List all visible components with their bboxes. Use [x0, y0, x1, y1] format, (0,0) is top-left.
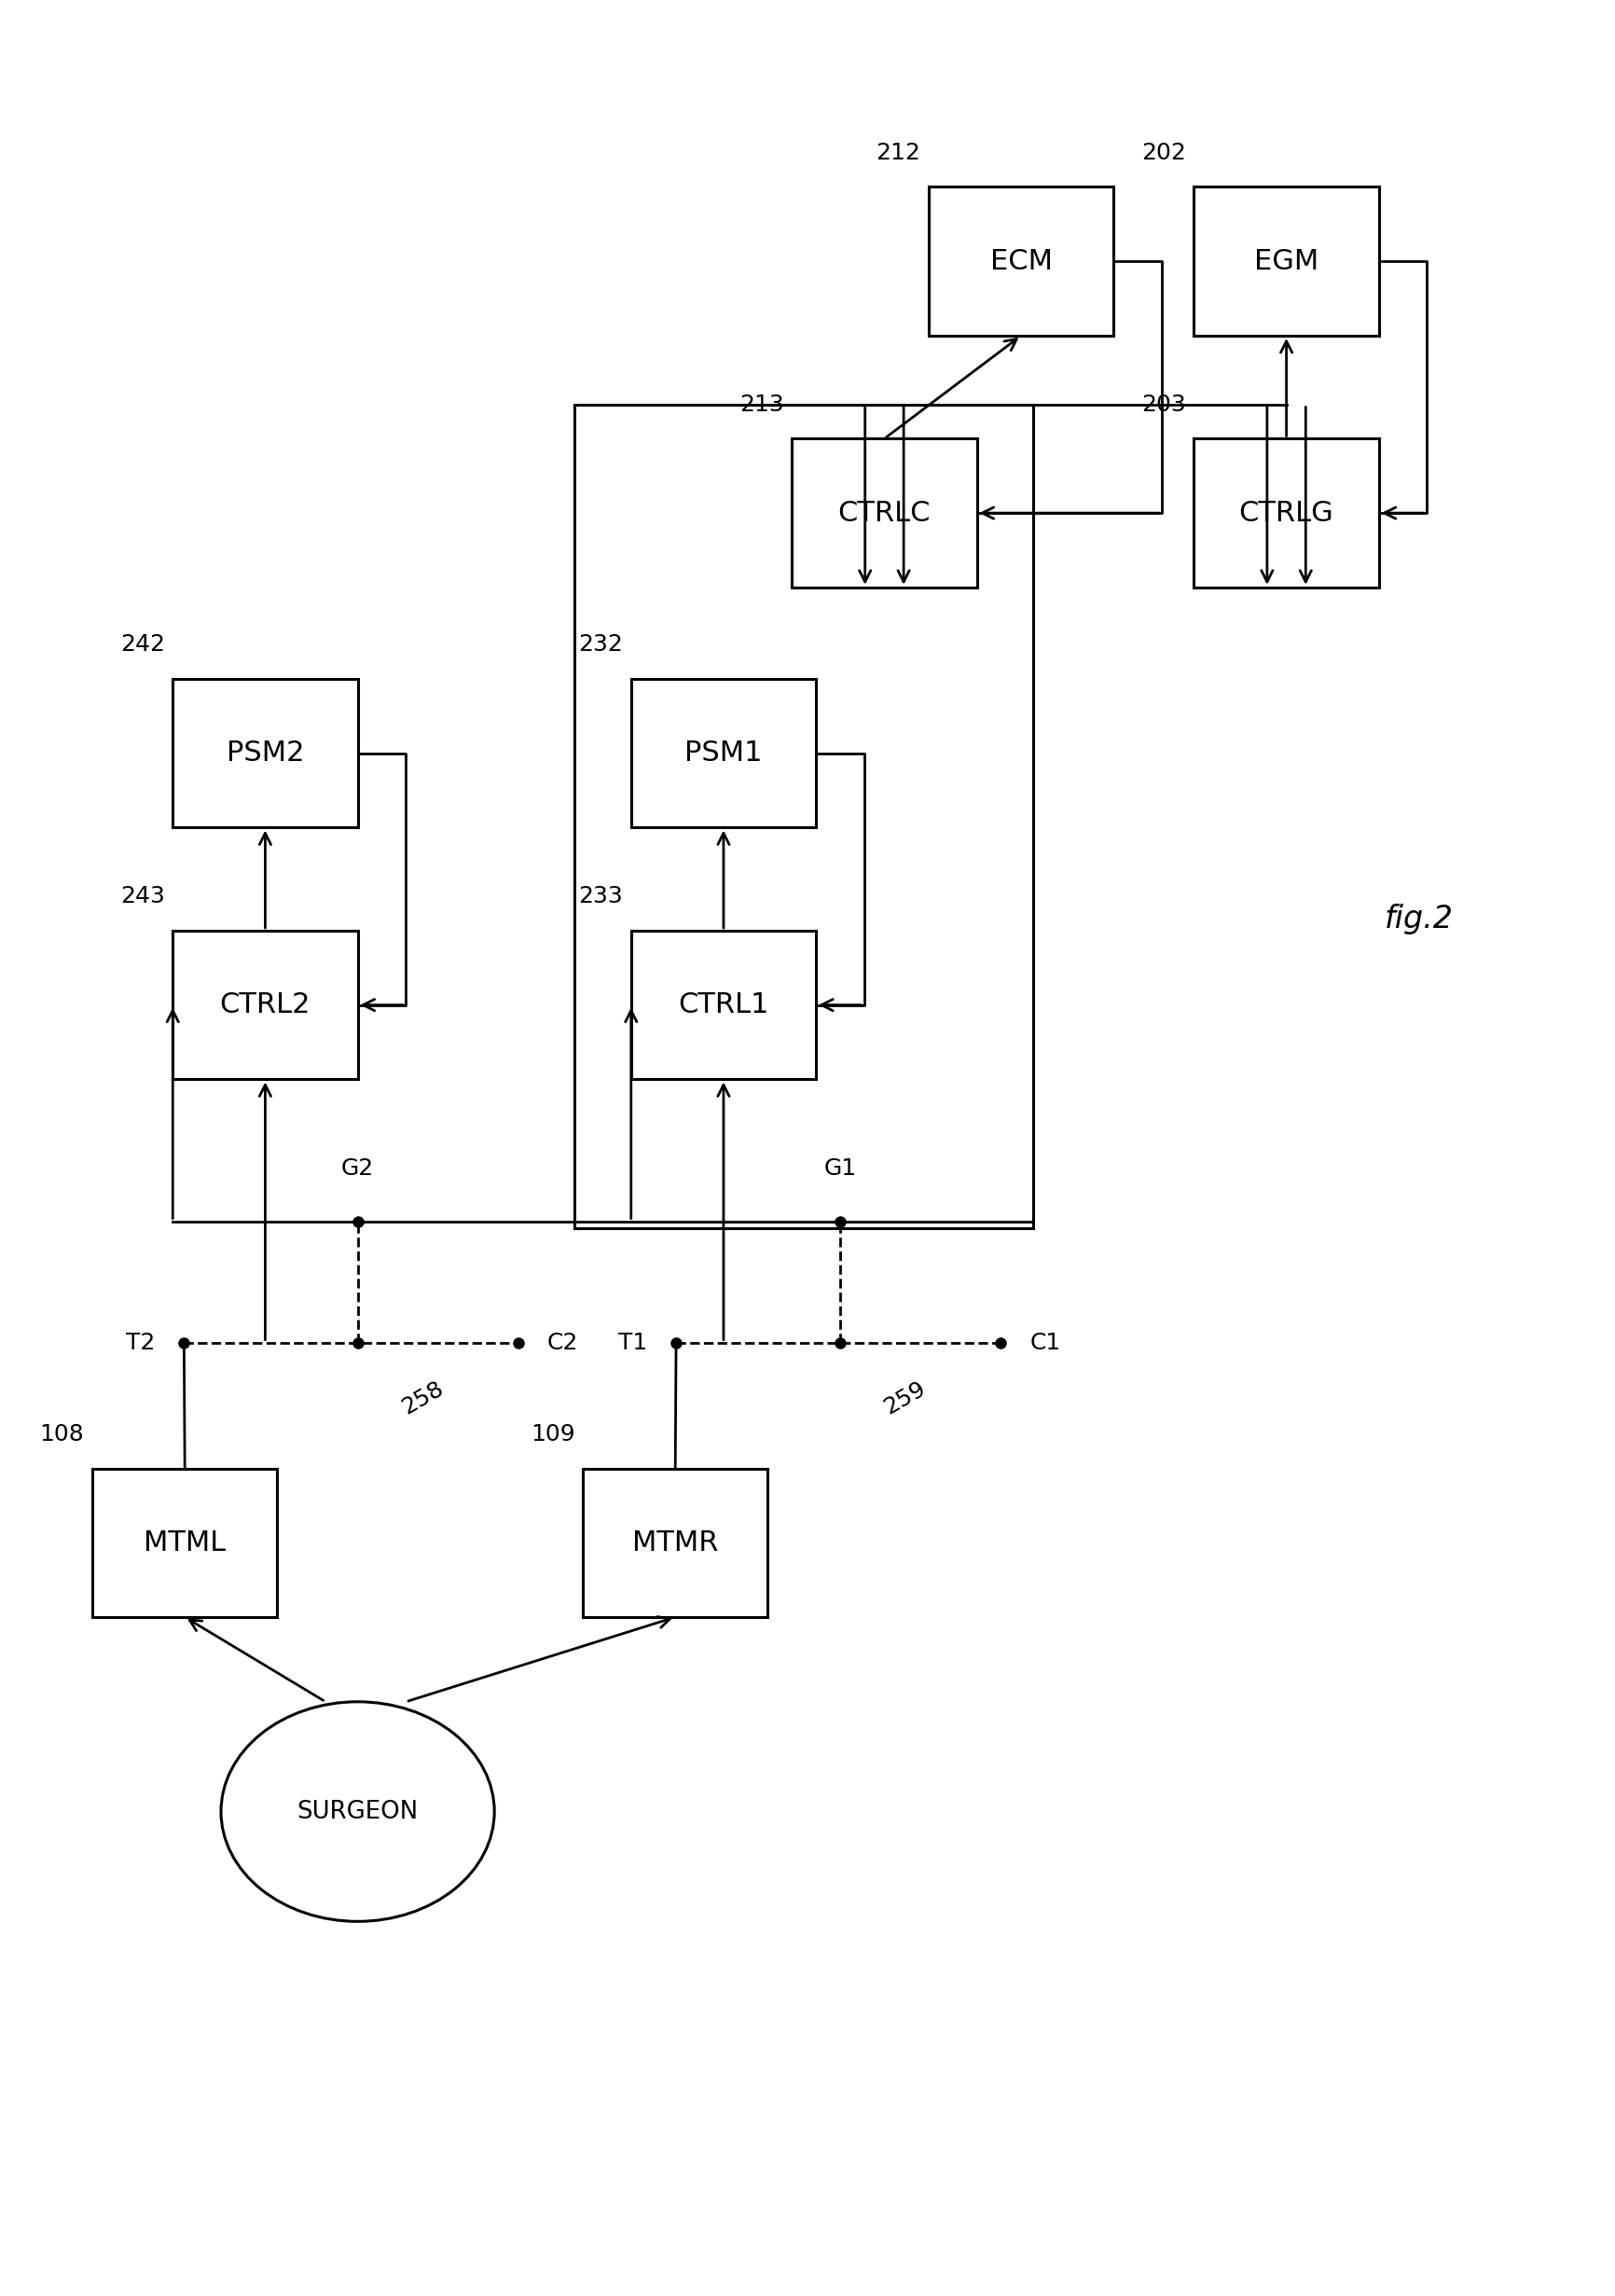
Text: G2: G2 [341, 1157, 375, 1180]
Text: G1: G1 [824, 1157, 856, 1180]
Text: C2: C2 [547, 1332, 578, 1355]
Text: CTRLC: CTRLC [838, 501, 930, 526]
Text: EGM: EGM [1253, 248, 1318, 276]
Text: 242: 242 [120, 634, 165, 657]
Bar [583, 1469, 767, 1616]
Text: C1: C1 [1029, 1332, 1061, 1355]
Text: T1: T1 [617, 1332, 646, 1355]
Text: CTRL1: CTRL1 [678, 992, 769, 1019]
Text: 203: 203 [1140, 393, 1185, 416]
Text: 258: 258 [397, 1378, 447, 1419]
Ellipse shape [221, 1701, 494, 1922]
Text: 202: 202 [1140, 142, 1185, 163]
Text: 108: 108 [40, 1424, 84, 1446]
Bar [1193, 186, 1378, 335]
Text: T2: T2 [126, 1332, 155, 1355]
Bar [631, 930, 816, 1079]
Text: 109: 109 [530, 1424, 575, 1446]
Text: 243: 243 [120, 886, 165, 907]
Text: MTML: MTML [144, 1529, 226, 1557]
Text: SURGEON: SURGEON [297, 1800, 418, 1823]
Bar [173, 930, 357, 1079]
Text: 213: 213 [740, 393, 783, 416]
Text: 259: 259 [880, 1378, 930, 1419]
Text: fig.2: fig.2 [1384, 905, 1454, 934]
Text: MTMR: MTMR [631, 1529, 719, 1557]
Text: 212: 212 [875, 142, 921, 163]
Text: 233: 233 [578, 886, 623, 907]
Bar [791, 439, 975, 588]
Bar [1193, 439, 1378, 588]
Text: CTRLG: CTRLG [1239, 501, 1332, 526]
Text: PSM2: PSM2 [226, 739, 304, 767]
Bar [575, 404, 1032, 1228]
Bar [929, 186, 1113, 335]
Bar [173, 680, 357, 827]
Text: PSM1: PSM1 [685, 739, 762, 767]
Bar [92, 1469, 278, 1616]
Text: ECM: ECM [990, 248, 1051, 276]
Bar [631, 680, 816, 827]
Text: CTRL2: CTRL2 [220, 992, 310, 1019]
Text: 232: 232 [578, 634, 623, 657]
